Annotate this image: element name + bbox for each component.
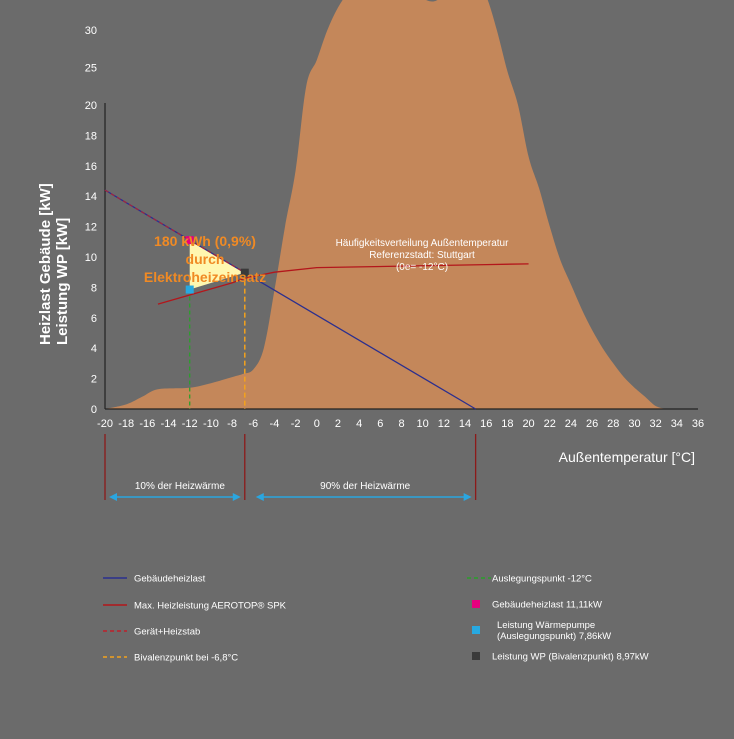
x-axis-title: Außentemperatur [°C]	[559, 449, 695, 465]
x-tick-label: 34	[671, 418, 683, 430]
range-arrow-90	[255, 493, 472, 501]
x-tick-label: -6	[248, 418, 258, 430]
y-axis-title-line1: Heizlast Gebäude [kW]	[37, 183, 54, 345]
range-arrow-head-right	[232, 493, 241, 501]
point-gebaeudeheizlast	[185, 236, 194, 245]
y-tick-label: 6	[91, 313, 97, 325]
x-tick-label: 24	[565, 418, 577, 430]
series-line-max-heizleistung	[157, 263, 529, 305]
legend-right-1-swatch	[472, 600, 480, 608]
range-arrow-head-left	[255, 493, 264, 501]
y-axis-title-line2: Leistung WP [kW]	[54, 218, 71, 345]
electric-heating-triangle	[189, 240, 245, 290]
x-tick-label: 0	[314, 418, 320, 430]
annotation-line: 180 kWh (0,9%)	[154, 233, 256, 249]
x-tick-label: 6	[377, 418, 383, 430]
x-tick-label: -20	[97, 418, 113, 430]
distribution-label-line: Häufigkeitsverteilung Außentemperatur	[336, 238, 510, 249]
annotation-line: durch	[186, 251, 225, 267]
y-tick-label: 16	[85, 161, 97, 173]
y-tick-label: 30	[85, 25, 97, 37]
distribution-label-line: (0e= -12°C)	[396, 262, 448, 273]
x-tick-label: 28	[607, 418, 619, 430]
x-tick-label: -14	[161, 418, 177, 430]
x-tick-label: -16	[139, 418, 155, 430]
x-tick-label: 2	[335, 418, 341, 430]
x-tick-label: 16	[480, 418, 492, 430]
x-tick-label: 30	[628, 418, 640, 430]
range-arrow-head-left	[109, 493, 117, 501]
legend-label: Bivalenzpunkt bei -6,8°C	[134, 653, 238, 664]
legend-label: Auslegungspunkt -12°C	[492, 574, 592, 585]
x-tick-label: 26	[586, 418, 598, 430]
x-tick-label: 32	[650, 418, 662, 430]
x-tick-label: 8	[398, 418, 404, 430]
y-tick-label: 4	[91, 343, 97, 355]
x-tick-label: 18	[501, 418, 513, 430]
x-tick-label: -4	[270, 418, 280, 430]
y-tick-label: 10	[85, 252, 97, 264]
range-label-10: 10% der Heizwärme	[135, 481, 225, 492]
range-arrow-head-right	[463, 493, 472, 501]
y-tick-label: 18	[85, 130, 97, 142]
point-wp-auslegungspunkt	[185, 285, 194, 294]
x-tick-label: -10	[203, 418, 219, 430]
point-wp-bivalenzpunkt	[240, 268, 249, 277]
legend-label: Gebäudeheizlast 11,11kW	[492, 600, 602, 611]
x-tick-label: 36	[692, 418, 704, 430]
y-tick-label: 20	[85, 100, 97, 112]
legend-label: Gebäudeheizlast	[134, 574, 206, 585]
legend-label: Leistung WP (Bivalenzpunkt) 8,97kW	[492, 652, 649, 663]
legend-label: Max. Heizleistung AEROTOP® SPK	[134, 601, 287, 612]
x-tick-label: 4	[356, 418, 362, 430]
y-tick-label: 0	[91, 404, 97, 416]
x-tick-label: 14	[459, 418, 471, 430]
x-tick-label: 20	[522, 418, 534, 430]
range-label-90: 90% der Heizwärme	[320, 481, 410, 492]
distribution-label-line: Referenzstadt: Stuttgart	[369, 250, 475, 261]
x-tick-label: -2	[291, 418, 301, 430]
legend-label: (Auslegungspunkt) 7,86kW	[497, 631, 611, 642]
x-tick-label: -18	[118, 418, 134, 430]
y-tick-label: 12	[85, 222, 97, 234]
legend-right-3-swatch	[472, 652, 480, 660]
y-tick-label: 8	[91, 282, 97, 294]
legend-right-2-swatch	[472, 626, 480, 634]
annotation-line: Elektroheizeinsatz	[144, 269, 266, 285]
x-tick-label: 10	[417, 418, 429, 430]
x-tick-label: -8	[227, 418, 237, 430]
y-tick-label: 14	[85, 191, 97, 203]
temperature-distribution-area	[105, 0, 667, 409]
x-tick-label: 22	[544, 418, 556, 430]
legend-label: Gerät+Heizstab	[134, 627, 200, 638]
range-arrow-10	[109, 493, 241, 501]
y-tick-label: 25	[85, 63, 97, 75]
x-tick-label: 12	[438, 418, 450, 430]
legend-label: Leistung Wärmepumpe	[497, 620, 595, 631]
x-tick-label: -12	[182, 418, 198, 430]
y-tick-label: 2	[91, 374, 97, 386]
